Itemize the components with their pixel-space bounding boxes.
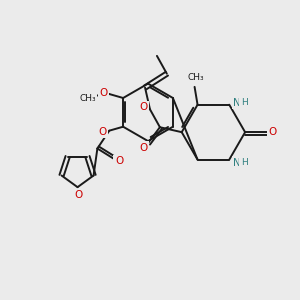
Text: N: N: [233, 98, 241, 108]
Text: O: O: [115, 156, 123, 167]
Text: N: N: [233, 158, 241, 168]
Text: O: O: [74, 190, 83, 200]
Text: H: H: [241, 158, 248, 167]
Text: CH₃: CH₃: [187, 74, 204, 82]
Text: H: H: [241, 98, 248, 107]
Text: O: O: [269, 127, 277, 137]
Text: O: O: [139, 102, 147, 112]
Text: CH₃: CH₃: [79, 94, 96, 103]
Text: O: O: [99, 88, 107, 98]
Text: O: O: [98, 127, 106, 137]
Text: O: O: [139, 143, 147, 153]
